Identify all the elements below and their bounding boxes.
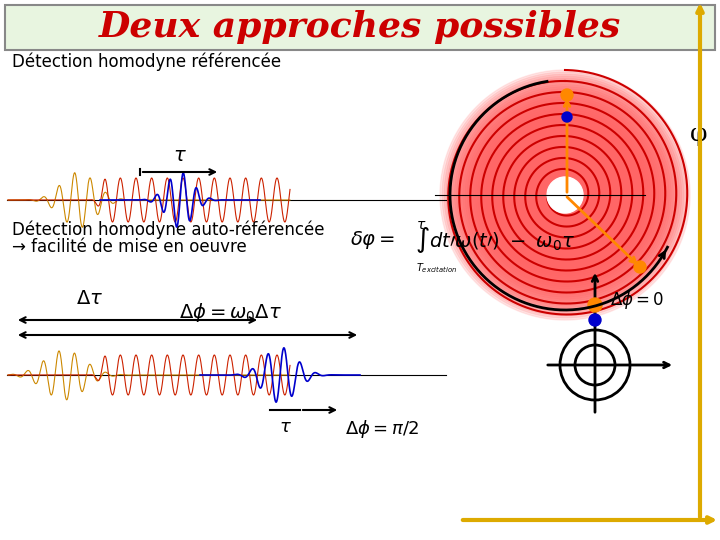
Polygon shape (503, 132, 627, 258)
Polygon shape (500, 131, 629, 260)
Polygon shape (549, 178, 582, 212)
Polygon shape (482, 112, 648, 278)
Polygon shape (472, 102, 659, 289)
Polygon shape (475, 105, 654, 285)
Text: $\tau$: $\tau$ (173, 146, 187, 165)
Polygon shape (563, 193, 567, 197)
Circle shape (562, 112, 572, 122)
Text: $T_{excitation}$: $T_{excitation}$ (416, 261, 457, 275)
Text: $\tau$: $\tau$ (279, 418, 292, 436)
Text: $\Delta\phi = 0$: $\Delta\phi = 0$ (610, 289, 665, 311)
Polygon shape (480, 110, 650, 280)
Polygon shape (526, 156, 605, 234)
Polygon shape (492, 122, 638, 268)
Polygon shape (554, 185, 575, 205)
Polygon shape (452, 83, 678, 307)
Text: $\delta\varphi=$: $\delta\varphi=$ (350, 229, 395, 251)
Text: φ: φ (690, 124, 708, 146)
Polygon shape (552, 183, 577, 207)
Polygon shape (523, 153, 607, 237)
Polygon shape (536, 166, 594, 224)
Polygon shape (521, 151, 608, 239)
Polygon shape (551, 180, 580, 210)
Circle shape (588, 298, 602, 312)
Text: $\int dt\prime\omega(t\prime)\ -\ \omega_0\tau$: $\int dt\prime\omega(t\prime)\ -\ \omega… (415, 225, 575, 255)
Polygon shape (513, 143, 617, 247)
Circle shape (589, 314, 601, 326)
Polygon shape (446, 76, 684, 314)
Polygon shape (544, 174, 586, 216)
Polygon shape (463, 93, 667, 297)
Polygon shape (519, 149, 611, 241)
Text: Détection homodyne auto-référencée: Détection homodyne auto-référencée (12, 221, 325, 239)
Text: → facilité de mise en oeuvre: → facilité de mise en oeuvre (12, 238, 247, 256)
Text: $\tau$: $\tau$ (416, 218, 426, 232)
Polygon shape (440, 70, 690, 320)
Polygon shape (465, 95, 665, 295)
Text: $\Delta\phi = \omega_0\Delta\tau$: $\Delta\phi = \omega_0\Delta\tau$ (179, 301, 282, 324)
Polygon shape (507, 137, 624, 253)
Polygon shape (538, 168, 592, 222)
Text: Deux approches possibles: Deux approches possibles (99, 10, 621, 44)
Polygon shape (444, 74, 686, 316)
Polygon shape (494, 124, 636, 266)
Polygon shape (451, 80, 680, 309)
Polygon shape (540, 170, 590, 220)
Polygon shape (456, 87, 673, 303)
Polygon shape (469, 99, 661, 291)
Polygon shape (509, 139, 621, 251)
Circle shape (634, 261, 646, 273)
Polygon shape (561, 191, 569, 199)
Polygon shape (515, 145, 615, 245)
Polygon shape (454, 85, 675, 306)
Polygon shape (528, 158, 603, 232)
Polygon shape (534, 164, 596, 226)
Polygon shape (511, 141, 619, 249)
Polygon shape (532, 161, 598, 228)
Polygon shape (442, 72, 688, 318)
Text: Détection homodyne référencée: Détection homodyne référencée (12, 53, 281, 71)
Polygon shape (459, 89, 671, 301)
Polygon shape (498, 129, 631, 261)
Polygon shape (490, 120, 640, 270)
Circle shape (547, 177, 583, 213)
Text: $\Delta\phi = \pi/2$: $\Delta\phi = \pi/2$ (345, 418, 419, 440)
Polygon shape (477, 107, 652, 282)
Circle shape (561, 89, 573, 101)
Polygon shape (486, 116, 644, 274)
Polygon shape (542, 172, 588, 218)
Polygon shape (467, 97, 663, 293)
Polygon shape (559, 189, 571, 201)
Polygon shape (449, 78, 682, 312)
Polygon shape (473, 103, 657, 287)
Polygon shape (488, 118, 642, 272)
Polygon shape (505, 134, 626, 255)
Polygon shape (496, 126, 634, 264)
Bar (5, 5, 715, 50)
Polygon shape (557, 187, 573, 203)
Polygon shape (546, 177, 584, 214)
Polygon shape (461, 91, 669, 299)
Polygon shape (530, 160, 600, 231)
Polygon shape (484, 114, 647, 276)
Text: $\Delta\tau$: $\Delta\tau$ (76, 289, 104, 308)
Polygon shape (517, 147, 613, 243)
